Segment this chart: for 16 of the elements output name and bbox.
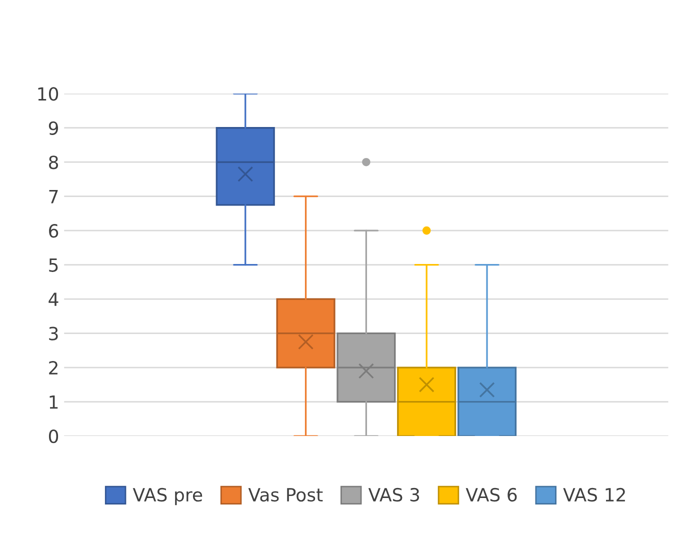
- y-tick-label: 0: [48, 429, 58, 444]
- y-tick-label: 9: [48, 121, 58, 135]
- y-tick-label: 7: [49, 190, 58, 204]
- y-tick-label: 2: [49, 361, 58, 374]
- y-tick-label: 8: [49, 156, 58, 170]
- legend-label: VAS 3: [368, 488, 420, 502]
- y-tick-label: 10: [38, 87, 58, 101]
- legend-label: VAS 12: [563, 488, 625, 502]
- legend-label: Vas Post: [248, 488, 323, 502]
- y-tick-label: 4: [48, 292, 58, 306]
- y-tick-label: 6: [49, 224, 58, 238]
- legend-label: VAS 6: [466, 488, 517, 502]
- legend-label: VAS pre: [132, 488, 202, 506]
- y-tick-label: 5: [49, 258, 58, 272]
- y-tick-label: 1: [50, 395, 58, 409]
- y-tick-label: 3: [49, 326, 58, 340]
